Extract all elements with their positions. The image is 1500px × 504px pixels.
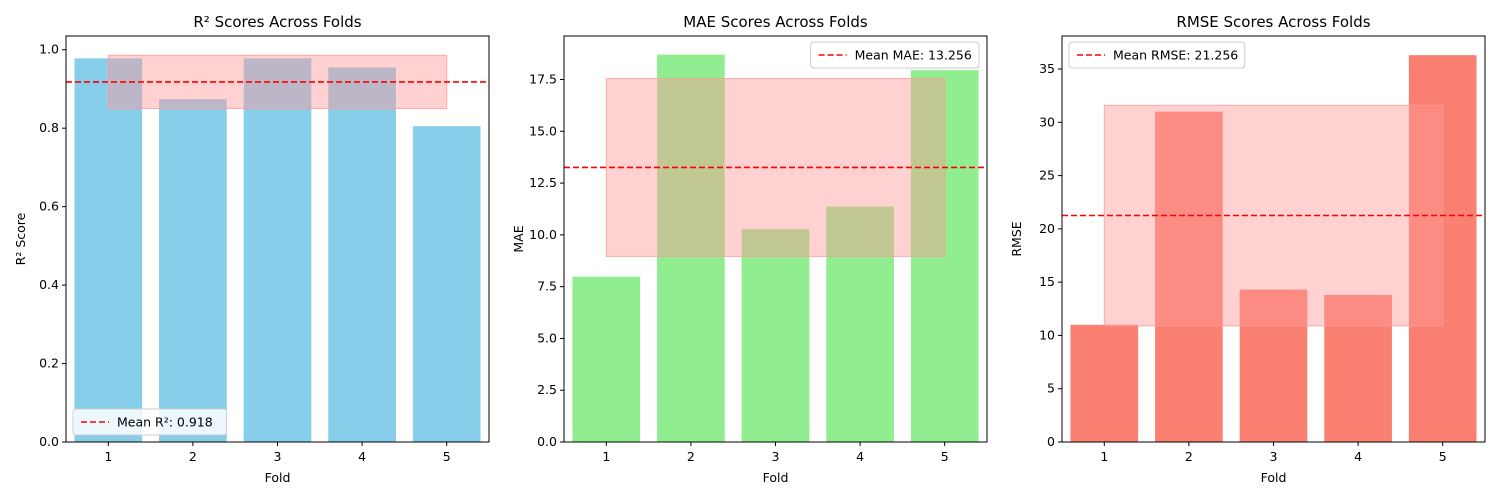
bar-fold-3: [243, 58, 312, 442]
bar-fold-1: [572, 276, 641, 442]
bar-fold-2: [1155, 111, 1223, 443]
y-tick-label: 35: [1039, 61, 1055, 76]
x-tick-label: 1: [104, 449, 112, 464]
y-tick-label: 0.0: [39, 434, 59, 449]
legend-box: [1068, 41, 1246, 69]
bar-fold-4: [1324, 294, 1392, 442]
bar-fold-1: [1070, 324, 1139, 442]
x-tick-label: 5: [443, 449, 451, 464]
y-tick-label: 15: [1039, 274, 1055, 289]
y-tick-label: 5: [1047, 381, 1055, 396]
chart-panel-1: 0.0 0.2 0.4 0.6 0.8 1.0 1 2 3 4 5 R² Scores Across …: [13, 13, 490, 485]
bar-fold-1: [74, 58, 143, 442]
y-axis-label: MAE: [511, 225, 526, 252]
y-tick-label: 15.0: [529, 123, 557, 138]
y-tick-label: 0.4: [39, 277, 59, 292]
y-tick-label: 2.5: [537, 382, 557, 397]
legend-box: [810, 41, 980, 69]
chart-panel-3: 0 5 10 15 20 25 30 35 1 2 3 4 5 RMSE Scores Across Fo…: [1009, 13, 1486, 485]
x-tick-label: 2: [1185, 449, 1193, 464]
y-tick-label: 0.2: [39, 356, 59, 371]
y-tick-label: 7.5: [537, 279, 557, 294]
x-axis-label: Fold: [763, 470, 789, 485]
y-tick-label: 25: [1039, 168, 1055, 183]
chart-title: R² Scores Across Folds: [193, 13, 361, 31]
y-tick-label: 0: [1047, 434, 1055, 449]
x-tick-label: 2: [189, 449, 197, 464]
x-tick-label: 4: [1354, 449, 1362, 464]
bar-fold-3: [741, 229, 810, 442]
x-axis-label: Fold: [1261, 470, 1287, 485]
legend: Mean R²: 0.918: [72, 408, 228, 436]
x-tick-label: 5: [1439, 449, 1447, 464]
x-tick-label: 3: [1270, 449, 1278, 464]
legend: Mean RMSE: 21.256: [1068, 41, 1246, 69]
y-tick-label: 5.0: [537, 330, 557, 345]
y-axis-label: RMSE: [1009, 221, 1024, 256]
chart-panel-2: 0.0 2.5 5.0 7.5 10.0 12.5 15.0 17.5 1 2 3 4 5 MAE Sco…: [511, 13, 988, 485]
y-tick-label: 30: [1039, 114, 1055, 129]
bar-fold-3: [1239, 289, 1308, 442]
x-axis-label: Fold: [265, 470, 291, 485]
bar-fold-4: [328, 67, 396, 442]
legend-label: Mean R²: 0.918: [117, 415, 213, 430]
y-tick-label: 10.0: [529, 227, 557, 242]
y-tick-label: 0.6: [39, 199, 59, 214]
bar-fold-5: [412, 126, 481, 442]
x-tick-label: 4: [856, 449, 864, 464]
x-tick-label: 5: [941, 449, 949, 464]
y-tick-label: 10: [1039, 327, 1055, 342]
chart-title: MAE Scores Across Folds: [683, 13, 868, 31]
legend-label: Mean MAE: 13.256: [855, 48, 972, 63]
y-tick-label: 12.5: [529, 175, 557, 190]
y-tick-label: 0.8: [39, 120, 59, 135]
x-tick-label: 3: [772, 449, 780, 464]
chart-title: RMSE Scores Across Folds: [1176, 13, 1370, 31]
x-tick-label: 2: [687, 449, 695, 464]
y-tick-label: 17.5: [529, 72, 557, 87]
bar-fold-4: [826, 206, 894, 442]
legend-box: [72, 408, 228, 436]
y-tick-label: 0.0: [537, 434, 557, 449]
bar-fold-2: [657, 54, 725, 443]
legend-label: Mean RMSE: 21.256: [1113, 48, 1238, 63]
x-tick-label: 4: [358, 449, 366, 464]
y-tick-label: 1.0: [39, 42, 59, 57]
bar-fold-2: [159, 99, 227, 443]
legend: Mean MAE: 13.256: [810, 41, 980, 69]
y-axis-label: R² Score: [13, 212, 28, 265]
x-tick-label: 1: [1100, 449, 1108, 464]
x-tick-label: 1: [602, 449, 610, 464]
y-tick-label: 20: [1039, 221, 1055, 236]
x-tick-label: 3: [274, 449, 282, 464]
